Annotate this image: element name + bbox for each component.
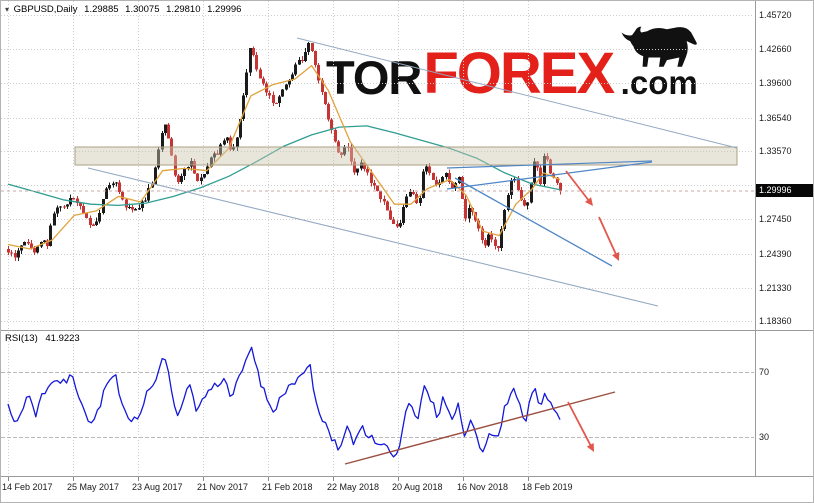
- ohlc-high: 1.30075: [125, 4, 160, 15]
- rsi-indicator-label: RSI(13) 41.9223: [5, 333, 85, 344]
- logo-right-block: .com: [617, 24, 701, 101]
- ohlc-close: 1.29996: [207, 4, 242, 15]
- symbol-period: GBPUSD,Daily: [13, 4, 78, 15]
- rsi-value: 41.9223: [45, 333, 80, 344]
- ohlc-low: 1.29810: [166, 4, 201, 15]
- rsi-name: RSI(13): [5, 333, 38, 344]
- chart-marker-icon: ▾: [5, 5, 10, 14]
- current-price-box: 1.29996: [756, 184, 813, 197]
- logo-text-com: .com: [620, 64, 698, 101]
- ohlc-open: 1.29885: [84, 4, 119, 15]
- logo-text-tor: TOR: [326, 50, 422, 104]
- symbol-ohlc-label: ▾ GBPUSD,Daily 1.29885 1.30075 1.29810 1…: [5, 4, 245, 15]
- torforex-logo: TOR FOREX .com: [326, 24, 701, 104]
- bull-bear-logo-icon: [621, 26, 697, 67]
